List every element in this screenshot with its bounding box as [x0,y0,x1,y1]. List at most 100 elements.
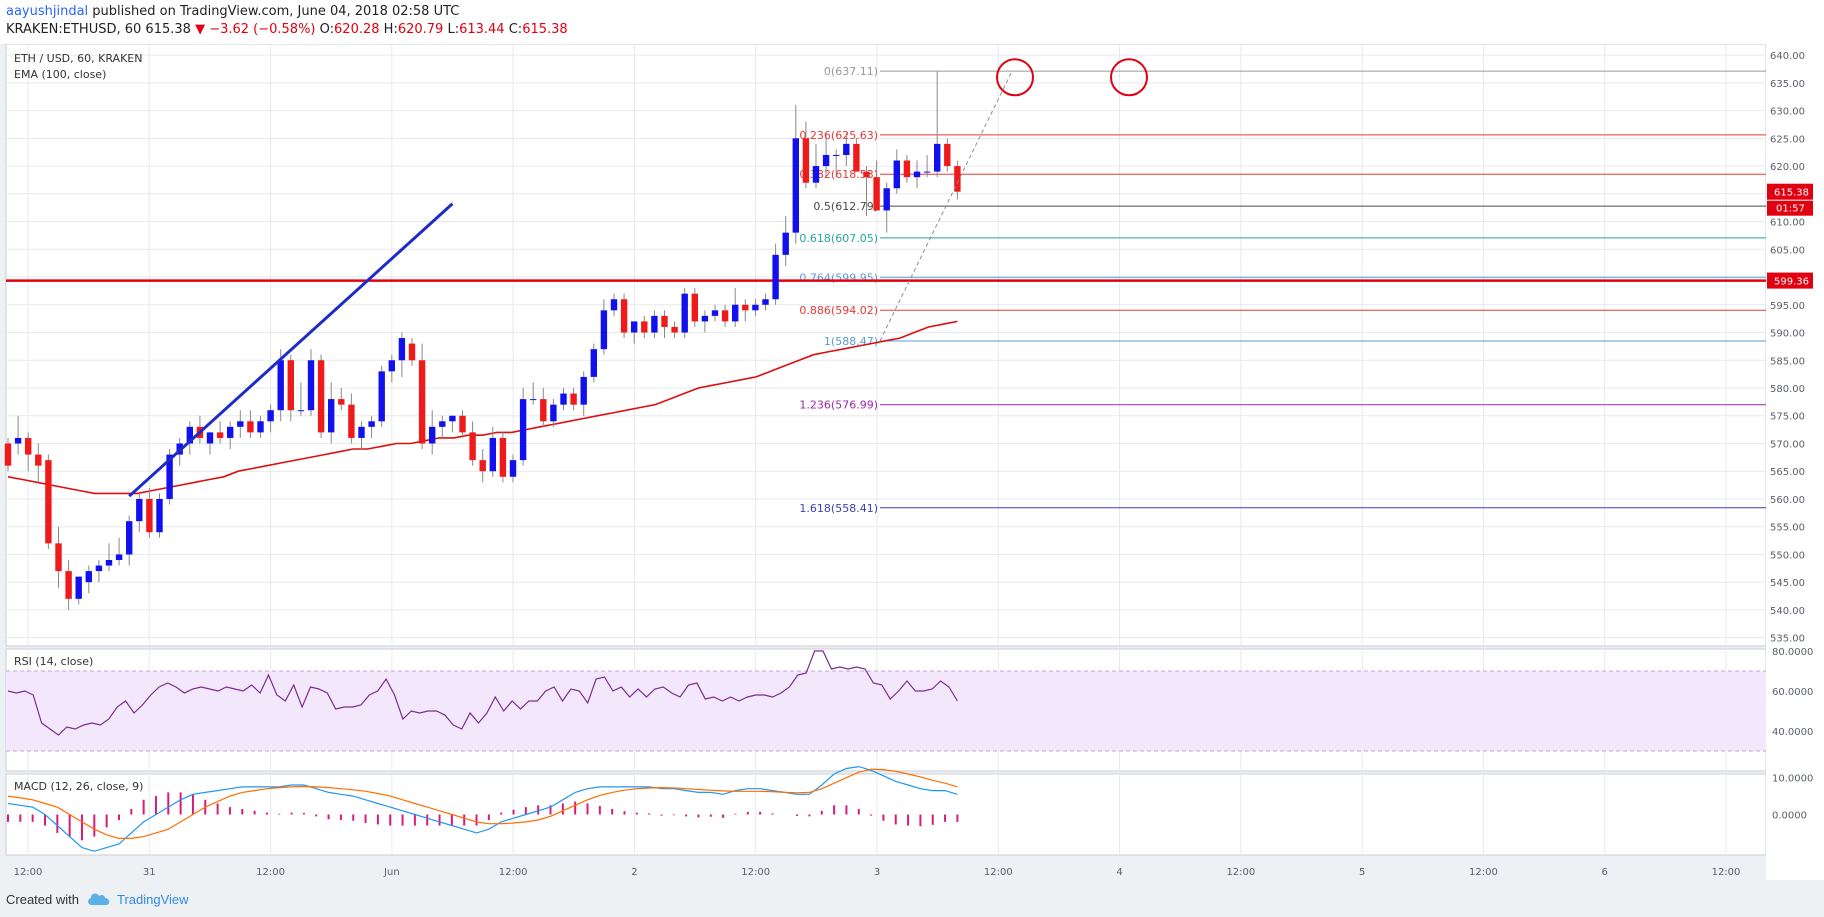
candle-body [873,177,880,211]
price-axis-tick: 535.00 [1770,634,1805,645]
candle-body [742,304,749,311]
candle-body [156,498,163,533]
price-axis-tick: 635.00 [1770,79,1805,90]
candle-body [439,421,446,427]
price-axis-tick: 560.00 [1770,495,1805,506]
countdown-tag-text: 01:57 [1776,204,1805,215]
candle-body [136,498,143,522]
high-marker-circle [996,58,1034,97]
candle-body [287,360,294,411]
candle-body [216,432,224,438]
candle-body [792,138,799,233]
last-price-tag-text: 615.38 [1774,188,1809,199]
candle-body [550,404,557,422]
candle-body [762,299,769,305]
candle-body [479,460,486,472]
time-axis-tick: 5 [1359,867,1365,878]
tradingview-cloud-icon[interactable] [86,891,112,907]
tradingview-link[interactable]: TradingView [117,892,189,907]
fib-level-label: 0.886(594.02) [799,304,878,317]
resistance-tag-text: 599.36 [1774,277,1809,288]
published-text: published on TradingView.com, June 04, 2… [88,4,460,19]
candle-body [25,437,32,455]
candle-body [833,154,840,156]
rsi-legend: RSI (14, close) [14,655,93,668]
high-value: 620.79 [397,22,444,37]
price-axis-tick: 575.00 [1770,412,1805,423]
open-label: O: [319,22,335,37]
author-link[interactable]: aayushjindal [6,4,89,19]
price-axis-tick: 590.00 [1770,329,1805,340]
candle-body [328,399,335,433]
candle-body [398,338,406,361]
price-axis-tick: 570.00 [1770,439,1805,450]
candle-body [378,371,385,422]
publication-header: aayushjindal published on TradingView.co… [0,0,1824,46]
candle-body [802,138,810,183]
macd-legend: MACD (12, 26, close, 9) [14,780,143,793]
candle-body [35,454,42,466]
time-axis-tick: 6 [1602,867,1608,878]
candle-body [661,315,668,327]
candle-body [822,154,830,167]
time-axis-tick: 4 [1116,867,1122,878]
price-axis-tick: 595.00 [1770,301,1805,312]
candle-body [560,393,567,405]
symbol-label: KRAKEN:ETHUSD, 60 [6,22,142,37]
candle-body [812,166,820,183]
time-axis-tick: 12:00 [984,867,1013,878]
candle-body [237,421,244,427]
candle-body [429,426,436,444]
chart-area[interactable]: 535.00 540.00 545.00 550.00 555.00 560.00 565.… [0,44,1824,880]
price-axis-tick: 630.00 [1770,107,1805,118]
price-axis-tick: 540.00 [1770,606,1805,617]
macd-axis-tick: 10.0000 [1772,774,1813,785]
candle-body [75,576,82,599]
candle-body [641,321,648,333]
low-label: L: [447,22,460,37]
countdown-tag [1767,200,1813,216]
fib-level-label: 0(637.11) [824,65,878,78]
candle-body [317,360,325,433]
price-axis-tick: 580.00 [1770,384,1805,395]
fib-level-label: 0.618(607.05) [799,232,878,245]
candle-body [95,565,103,572]
candle-body [863,171,870,178]
candle-body [620,299,628,333]
price-axis-tick: 545.00 [1770,578,1805,589]
candle-body [610,299,618,311]
rsi-axis-tick: 80.0000 [1772,647,1813,658]
time-axis-tick: 12:00 [14,867,43,878]
fib-level-label: 1.236(576.99) [799,399,878,412]
candle-body [449,415,456,422]
candle-body [85,571,92,583]
low-value: 613.44 [459,22,505,37]
close-label: C: [508,22,523,37]
time-axis-tick: 12:00 [741,867,770,878]
high-label: H: [383,22,398,37]
candle-body [651,315,658,333]
macd-pane [5,773,1767,856]
candle-body [418,360,426,444]
ema-line [7,320,958,495]
open-value: 620.28 [334,22,380,37]
close-value: 615.38 [522,22,568,37]
candle-body [65,571,72,599]
price-axis-tick: 550.00 [1770,550,1805,561]
candle-body [893,160,900,189]
fib-level-label: 0.5(612.79) [813,200,878,213]
candle-body [338,399,345,405]
symbol-quote-line: KRAKEN:ETHUSD, 60 615.38 ▼ −3.62 (−0.58%… [6,22,568,37]
candle-body [590,349,597,377]
candle-body [580,376,587,405]
price-axis-tick: 620.00 [1770,162,1805,173]
candle-body [903,160,911,178]
price-axis-tick: 585.00 [1770,356,1805,367]
candle-body [348,404,355,438]
candle-body [297,410,305,412]
time-axis-tick: 3 [874,867,880,878]
footer: Created with TradingView [0,880,1824,917]
fib-level-label: 1.618(558.41) [799,502,878,515]
fib-level-label: 0.764(599.95) [799,271,878,284]
price-axis-tick: 610.00 [1770,218,1805,229]
